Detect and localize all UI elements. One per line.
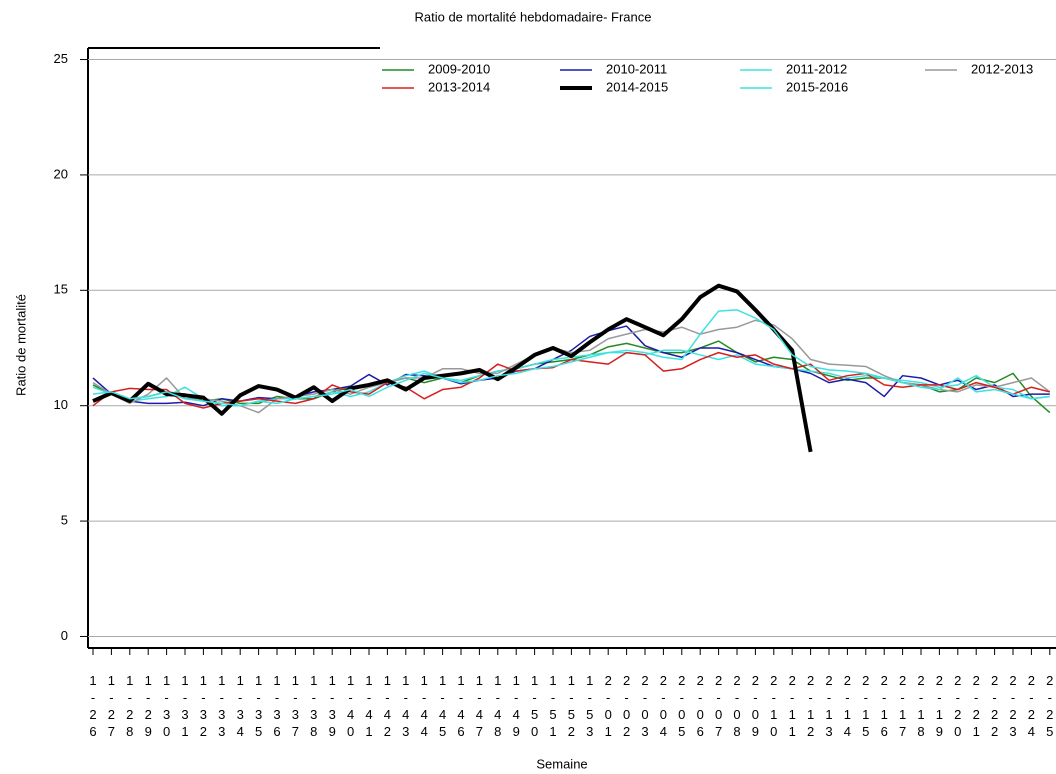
x-tick-label: 2-22	[987, 673, 1002, 741]
x-tick-label: 1-35	[251, 673, 266, 741]
x-tick-label: 2-05	[674, 673, 689, 741]
x-tick-label: 1-32	[196, 673, 211, 741]
x-tick-label: 1-27	[104, 673, 119, 741]
y-tick-label: 0	[61, 628, 68, 643]
legend-label: 2009-2010	[428, 61, 490, 76]
x-tick-label: 2-20	[950, 673, 965, 741]
x-tick-label: 1-49	[509, 673, 524, 741]
y-tick-label: 5	[61, 513, 68, 528]
x-tick-label: 1-34	[233, 673, 248, 741]
x-tick-label: 2-24	[1024, 673, 1039, 741]
x-tick-label: 1-30	[159, 673, 174, 741]
x-tick-label: 2-23	[1006, 673, 1021, 741]
y-tick-label: 20	[54, 166, 68, 181]
x-tick-label: 2-15	[858, 673, 873, 741]
x-tick-label: 2-09	[748, 673, 763, 741]
x-tick-label: 1-50	[527, 673, 542, 741]
x-tick-label: 2-08	[730, 673, 745, 741]
legend-label: 2015-2016	[786, 79, 848, 94]
x-tick-label: 1-36	[270, 673, 285, 741]
x-tick-label: 1-47	[472, 673, 487, 741]
x-tick-label: 1-48	[490, 673, 505, 741]
chart-title: Ratio de mortalité hebdomadaire- France	[414, 9, 651, 24]
x-tick-label: 2-07	[711, 673, 726, 741]
series-line	[92, 351, 1050, 409]
x-tick-label: 1-33	[214, 673, 229, 741]
y-axis-label: Ratio de mortalité	[13, 294, 28, 396]
x-tick-label: 1-44	[417, 673, 432, 741]
x-axis-label: Semaine	[536, 756, 587, 771]
x-tick-label: 1-31	[178, 673, 193, 741]
x-tick-label: 2-02	[619, 673, 634, 741]
x-tick-label: 2-12	[803, 673, 818, 741]
x-tick-label: 1-45	[435, 673, 450, 741]
legend-label: 2013-2014	[428, 79, 490, 94]
x-tick-label: 2-14	[840, 673, 855, 741]
legend-label: 2011-2012	[786, 61, 847, 76]
x-tick-label: 2-01	[601, 673, 616, 741]
x-tick-label: 1-26	[86, 673, 101, 741]
x-tick-label: 2-04	[656, 673, 671, 741]
x-tick-label: 1-38	[306, 673, 321, 741]
x-tick-label: 2-11	[785, 673, 800, 741]
x-tick-label: 1-42	[380, 673, 395, 741]
x-tick-label: 1-40	[343, 673, 358, 741]
x-tick-label: 2-25	[1042, 673, 1056, 741]
x-tick-label: 1-51	[546, 673, 561, 741]
series-line	[92, 283, 813, 453]
y-tick-label: 25	[54, 51, 68, 66]
series-line	[92, 319, 1051, 414]
x-tick-label: 2-03	[638, 673, 653, 741]
x-tick-label: 2-17	[895, 673, 910, 741]
x-tick-label: 1-37	[288, 673, 303, 741]
x-tick-label: 1-46	[454, 673, 469, 741]
y-tick-label: 15	[54, 282, 68, 297]
legend-label: 2012-2013	[971, 61, 1033, 76]
x-tick-label: 1-52	[564, 673, 579, 741]
x-tick-label: 2-06	[693, 673, 708, 741]
legend-label: 2010-2011	[606, 61, 667, 76]
x-tick-label: 1-28	[122, 673, 137, 741]
x-tick-label: 1-39	[325, 673, 340, 741]
x-tick-label: 1-41	[362, 673, 377, 741]
series-line	[92, 309, 1050, 407]
x-tick-label: 1-29	[141, 673, 156, 741]
x-tick-label: 2-21	[969, 673, 984, 741]
x-tick-label: 2-19	[932, 673, 947, 741]
x-tick-label: 2-13	[822, 673, 837, 741]
y-tick-label: 10	[54, 397, 68, 412]
series-line	[92, 325, 1050, 407]
x-tick-label: 2-16	[877, 673, 892, 741]
x-tick-label: 1-43	[398, 673, 413, 741]
x-tick-label: 2-10	[766, 673, 781, 741]
x-tick-label: 1-53	[582, 673, 597, 741]
x-tick-label: 2-18	[914, 673, 929, 741]
legend-label: 2014-2015	[606, 79, 668, 94]
